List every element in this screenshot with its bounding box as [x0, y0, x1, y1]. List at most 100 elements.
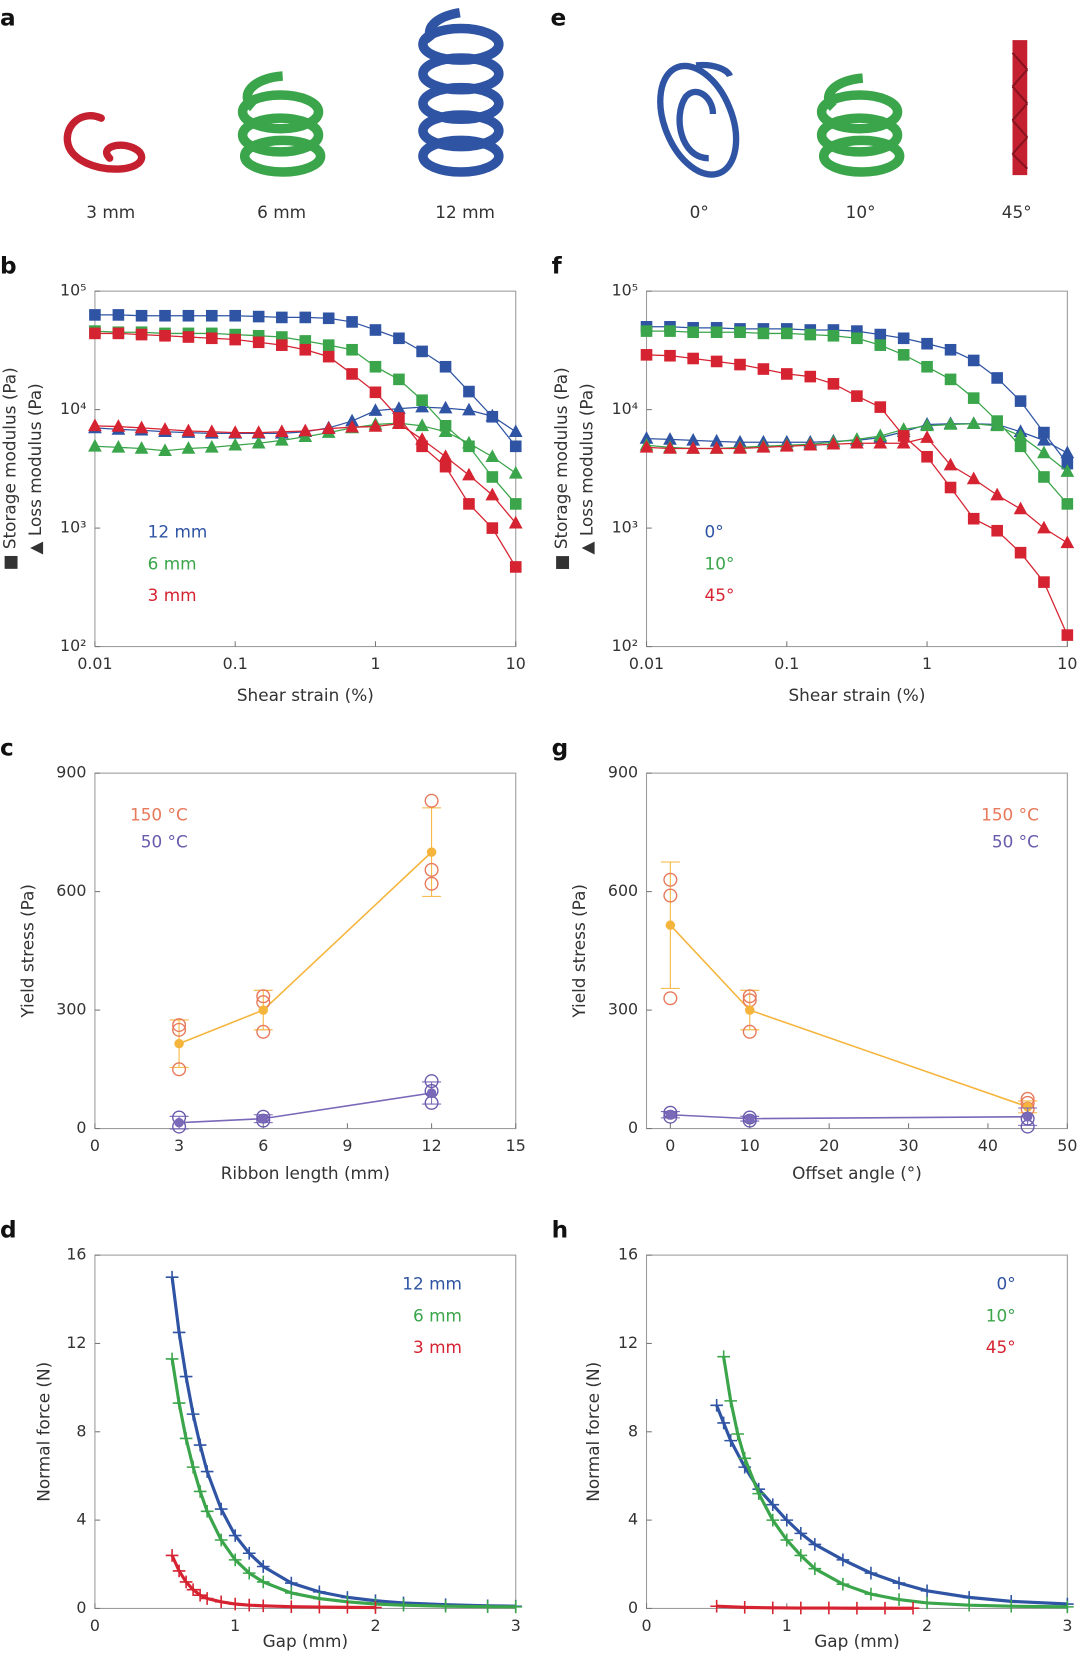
cross-marker: [165, 1549, 179, 1562]
storage-marker: [944, 343, 957, 356]
storage-marker: [322, 339, 335, 351]
loss-marker: [1013, 501, 1028, 515]
loss-marker: [134, 420, 149, 434]
storage-marker: [757, 363, 770, 375]
mean-line: [670, 1113, 1028, 1120]
legend-entry: 0°: [705, 522, 724, 542]
x-tick-label: 10: [506, 654, 526, 673]
mean-line: [669, 924, 1028, 1108]
storage-marker: [780, 327, 793, 340]
cross-marker: [710, 1398, 723, 1412]
x-axis-label: Gap (mm): [814, 1631, 899, 1651]
storage-marker: [322, 312, 335, 325]
mean-point: [426, 1088, 437, 1098]
legend-entry: 3 mm: [413, 1337, 462, 1357]
loss-marker: [204, 424, 219, 438]
cross-marker: [369, 1601, 382, 1614]
cross-marker: [878, 1601, 892, 1615]
cross-marker: [794, 1601, 808, 1615]
y-tick-label: 10⁴: [60, 399, 86, 418]
replicate-point: [663, 991, 678, 1006]
cross-marker: [200, 1592, 214, 1605]
y-tick-label: 600: [56, 881, 86, 900]
x-tick-label: 3: [174, 1136, 184, 1155]
panel-letter: a: [0, 5, 16, 32]
loss-marker: [1060, 464, 1075, 477]
loss-marker: [1013, 428, 1028, 442]
storage-marker: [509, 440, 522, 453]
y-tick-label: 300: [56, 1000, 86, 1019]
storage-marker: [252, 310, 265, 323]
series-line: [715, 1404, 1068, 1606]
storage-marker: [393, 373, 405, 386]
storage-marker: [1014, 440, 1027, 453]
loss-marker: [111, 439, 126, 453]
storage-marker: [112, 327, 125, 340]
panel-letter: d: [0, 1216, 17, 1243]
y-tick-label: 10⁵: [612, 281, 638, 300]
y-tick-label: 0: [76, 1598, 86, 1617]
y-tick-label: 0: [628, 1598, 638, 1617]
mean-point: [665, 1109, 676, 1120]
loss-marker: [663, 441, 677, 454]
storage-marker: [874, 328, 887, 341]
x-axis-label: Ribbon length (mm): [221, 1163, 390, 1183]
cross-marker: [284, 1600, 298, 1613]
x-tick-label: 30: [898, 1136, 918, 1155]
mean-line: [178, 851, 433, 1045]
cross-marker: [920, 1596, 934, 1610]
loss-marker: [274, 424, 289, 438]
cross-marker: [822, 1601, 836, 1615]
loss-marker: [733, 441, 747, 454]
panel-letter: c: [0, 734, 14, 761]
storage-marker: [369, 360, 382, 373]
storage-marker: [89, 327, 101, 340]
loss-marker: [943, 417, 958, 430]
legend-entry: 0°: [997, 1274, 1016, 1294]
y-tick-label: 10³: [60, 518, 86, 537]
x-tick-label: 6: [258, 1136, 268, 1155]
y-tick-label: 10²: [612, 636, 638, 655]
loss-marker: [779, 438, 794, 452]
loss-marker: [438, 424, 453, 438]
loss-marker: [1037, 520, 1051, 534]
loss-marker: [920, 418, 934, 432]
storage-marker: [463, 498, 475, 510]
storage-marker: [252, 336, 265, 349]
loss-marker: [415, 399, 429, 413]
storage-marker: [229, 309, 241, 322]
replicate-point: [424, 1074, 439, 1089]
loss-marker: [321, 421, 336, 434]
cross-marker: [214, 1502, 228, 1516]
y-tick-label: 10²: [60, 636, 86, 655]
storage-marker: [687, 352, 699, 365]
x-tick-label: 50: [1057, 1136, 1077, 1155]
cross-marker: [193, 1588, 207, 1602]
cross-marker: [439, 1599, 452, 1613]
loss-marker: [415, 418, 429, 432]
x-tick-label: 0: [90, 1616, 100, 1635]
cross-marker: [179, 1432, 193, 1445]
x-tick-label: 0: [641, 1616, 651, 1635]
cross-marker: [906, 1601, 920, 1615]
storage-marker: [159, 309, 171, 322]
storage-marker: [276, 331, 288, 343]
storage-marker: [416, 440, 428, 453]
storage-marker: [89, 309, 101, 321]
loss-marker: [803, 437, 818, 451]
loss-marker: [485, 487, 500, 501]
loss-marker: [274, 432, 289, 446]
series-line: [170, 1276, 516, 1608]
y-tick-label: 12: [618, 1333, 638, 1352]
legend-entry: 10°: [705, 553, 735, 573]
storage-marker: [967, 354, 980, 367]
cross-marker: [892, 1576, 906, 1590]
storage-marker: [299, 311, 312, 324]
storage-marker: [1061, 498, 1074, 510]
cross-marker: [1061, 1600, 1074, 1614]
storage-marker: [944, 481, 957, 494]
loss-marker: [850, 435, 864, 449]
replicate-point: [663, 872, 678, 887]
y-axis-label: Yield stress (Pa): [569, 884, 589, 1019]
cross-marker: [509, 1600, 523, 1614]
